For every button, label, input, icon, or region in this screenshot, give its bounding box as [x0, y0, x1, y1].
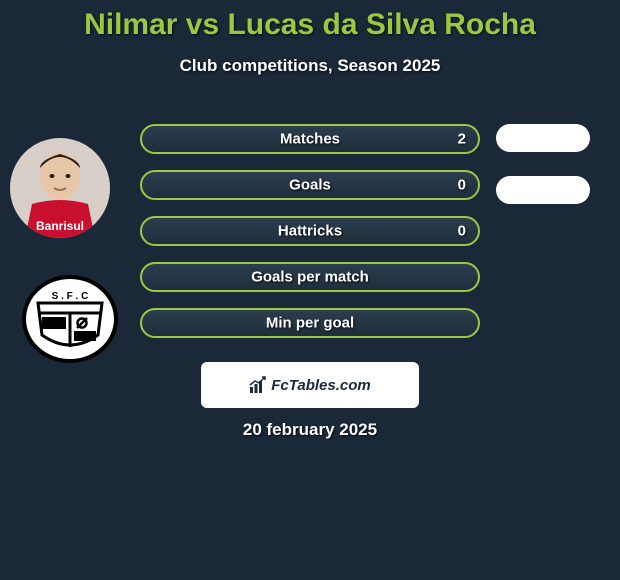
- stat-value-left: 0: [458, 177, 466, 194]
- player-headshot-icon: Banrisul: [10, 138, 110, 238]
- stats-bars: Matches 2 Goals 0 Hattricks 0 Goals per …: [140, 124, 480, 354]
- stat-bar-goals-per-match: Goals per match: [140, 262, 480, 292]
- santos-shield-icon: S . F . C: [20, 273, 120, 365]
- brand-link[interactable]: FcTables.com: [201, 362, 419, 408]
- page-title: Nilmar vs Lucas da Silva Rocha: [0, 0, 620, 42]
- stat-bar-goals: Goals 0: [140, 170, 480, 200]
- footer-date: 20 february 2025: [0, 420, 620, 440]
- brand-text: FcTables.com: [271, 377, 370, 394]
- svg-text:Banrisul: Banrisul: [36, 219, 84, 233]
- player-left-avatar: Banrisul: [10, 138, 110, 238]
- stat-bar-min-per-goal: Min per goal: [140, 308, 480, 338]
- stat-label: Matches: [142, 131, 478, 148]
- stat-right-pill-goals: [496, 176, 590, 204]
- stat-bar-hattricks: Hattricks 0: [140, 216, 480, 246]
- subtitle: Club competitions, Season 2025: [0, 56, 620, 76]
- chart-up-icon: [249, 376, 267, 394]
- stat-label: Hattricks: [142, 223, 478, 240]
- stat-label: Goals: [142, 177, 478, 194]
- stat-value-left: 0: [458, 223, 466, 240]
- stat-value-left: 2: [458, 131, 466, 148]
- stat-label: Goals per match: [142, 269, 478, 286]
- stat-right-pill-matches: [496, 124, 590, 152]
- stat-label: Min per goal: [142, 315, 478, 332]
- svg-text:S . F . C: S . F . C: [52, 291, 89, 302]
- club-left-badge: S . F . C: [20, 273, 120, 365]
- stat-bar-matches: Matches 2: [140, 124, 480, 154]
